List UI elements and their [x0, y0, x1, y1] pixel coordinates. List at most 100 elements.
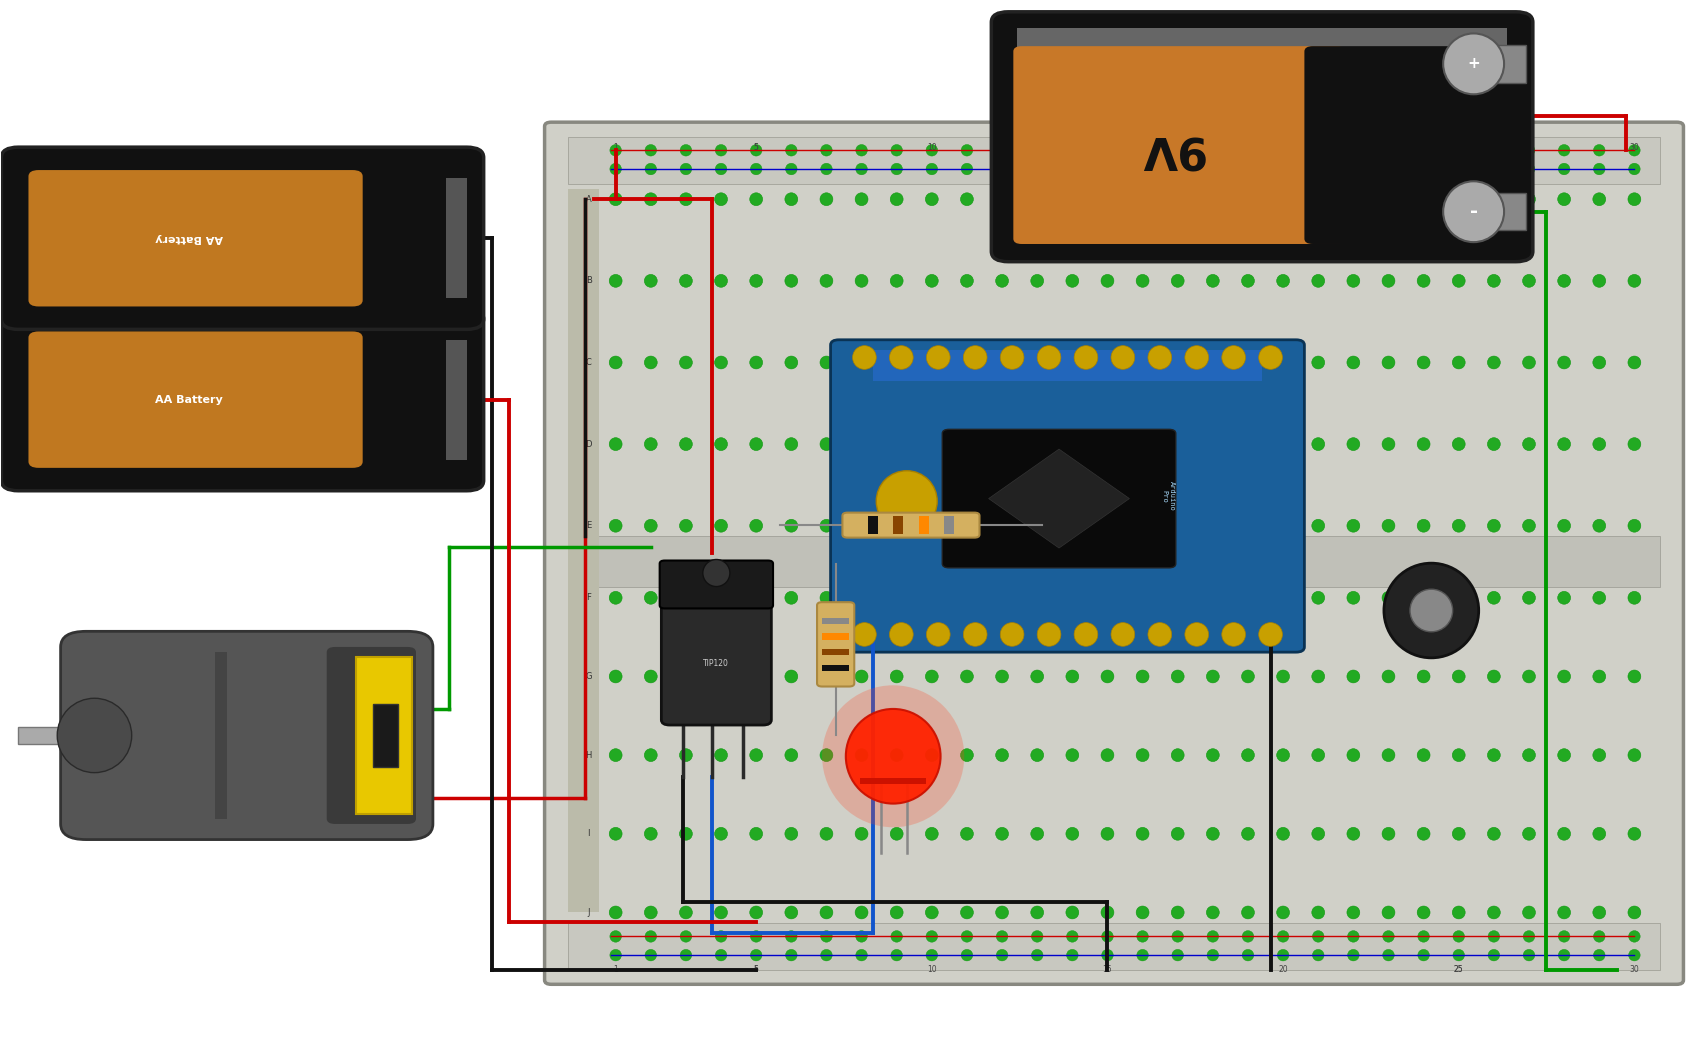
- Ellipse shape: [1381, 591, 1395, 604]
- Ellipse shape: [1522, 906, 1536, 919]
- Ellipse shape: [751, 163, 763, 174]
- Ellipse shape: [609, 193, 622, 206]
- Ellipse shape: [58, 698, 132, 773]
- Ellipse shape: [1031, 437, 1044, 451]
- Ellipse shape: [1312, 275, 1325, 287]
- Ellipse shape: [1488, 275, 1500, 287]
- Text: 5: 5: [754, 143, 759, 151]
- Ellipse shape: [749, 591, 763, 604]
- Ellipse shape: [1066, 906, 1078, 919]
- Ellipse shape: [1522, 356, 1536, 369]
- Ellipse shape: [1207, 828, 1219, 840]
- Ellipse shape: [1488, 828, 1500, 840]
- Ellipse shape: [680, 144, 692, 156]
- FancyBboxPatch shape: [992, 11, 1532, 262]
- Ellipse shape: [1137, 163, 1149, 174]
- Ellipse shape: [1488, 670, 1500, 683]
- Bar: [568, 137, 1659, 184]
- Ellipse shape: [1136, 519, 1149, 532]
- Ellipse shape: [820, 670, 832, 683]
- Ellipse shape: [1417, 930, 1429, 942]
- Ellipse shape: [961, 828, 973, 840]
- Ellipse shape: [715, 144, 727, 156]
- Ellipse shape: [995, 193, 1009, 206]
- Ellipse shape: [856, 437, 868, 451]
- Ellipse shape: [1627, 749, 1641, 761]
- Ellipse shape: [1593, 519, 1605, 532]
- Ellipse shape: [1558, 275, 1571, 287]
- Ellipse shape: [820, 906, 832, 919]
- Ellipse shape: [1417, 356, 1431, 369]
- Ellipse shape: [1276, 906, 1290, 919]
- Ellipse shape: [1417, 275, 1431, 287]
- Bar: [893, 516, 903, 535]
- Ellipse shape: [890, 906, 903, 919]
- Bar: [822, 665, 849, 671]
- Ellipse shape: [680, 670, 692, 683]
- Ellipse shape: [644, 749, 658, 761]
- Ellipse shape: [1627, 193, 1641, 206]
- Ellipse shape: [785, 670, 798, 683]
- Ellipse shape: [1627, 906, 1641, 919]
- Ellipse shape: [1136, 670, 1149, 683]
- FancyBboxPatch shape: [29, 331, 363, 468]
- Ellipse shape: [751, 144, 763, 156]
- Ellipse shape: [644, 591, 658, 604]
- Ellipse shape: [1312, 670, 1325, 683]
- Ellipse shape: [1241, 275, 1254, 287]
- Ellipse shape: [609, 749, 622, 761]
- Ellipse shape: [1522, 519, 1536, 532]
- Ellipse shape: [680, 356, 692, 369]
- Ellipse shape: [1171, 275, 1185, 287]
- Ellipse shape: [1522, 193, 1536, 206]
- Ellipse shape: [1627, 356, 1641, 369]
- Ellipse shape: [609, 437, 622, 451]
- Bar: [822, 618, 849, 624]
- Ellipse shape: [646, 163, 656, 174]
- Text: 25: 25: [1454, 143, 1463, 151]
- Ellipse shape: [1031, 356, 1044, 369]
- Ellipse shape: [1066, 828, 1078, 840]
- Ellipse shape: [680, 749, 692, 761]
- Ellipse shape: [785, 930, 797, 942]
- Ellipse shape: [995, 749, 1009, 761]
- Ellipse shape: [1276, 670, 1290, 683]
- Ellipse shape: [1102, 670, 1114, 683]
- Ellipse shape: [995, 437, 1009, 451]
- Ellipse shape: [1417, 828, 1431, 840]
- Ellipse shape: [997, 930, 1009, 942]
- Ellipse shape: [846, 709, 941, 804]
- Ellipse shape: [1207, 356, 1219, 369]
- Ellipse shape: [644, 193, 658, 206]
- Ellipse shape: [609, 828, 622, 840]
- Ellipse shape: [1558, 906, 1571, 919]
- Ellipse shape: [609, 275, 622, 287]
- Ellipse shape: [1242, 144, 1254, 156]
- Ellipse shape: [1488, 163, 1500, 174]
- Ellipse shape: [1488, 949, 1500, 960]
- Ellipse shape: [1593, 193, 1605, 206]
- Ellipse shape: [1453, 437, 1464, 451]
- Text: 5: 5: [754, 966, 759, 974]
- Ellipse shape: [1381, 828, 1395, 840]
- Ellipse shape: [644, 906, 658, 919]
- Ellipse shape: [609, 670, 622, 683]
- Ellipse shape: [1171, 930, 1183, 942]
- Ellipse shape: [1136, 275, 1149, 287]
- Ellipse shape: [1453, 275, 1464, 287]
- Ellipse shape: [1453, 591, 1464, 604]
- Ellipse shape: [785, 193, 798, 206]
- Ellipse shape: [997, 163, 1009, 174]
- Ellipse shape: [1312, 519, 1325, 532]
- Ellipse shape: [963, 346, 986, 370]
- Text: 15: 15: [1103, 966, 1112, 974]
- Ellipse shape: [1241, 591, 1254, 604]
- Ellipse shape: [1242, 930, 1254, 942]
- Ellipse shape: [1066, 749, 1078, 761]
- Ellipse shape: [1488, 519, 1500, 532]
- Ellipse shape: [715, 749, 727, 761]
- Ellipse shape: [1102, 193, 1114, 206]
- Ellipse shape: [1348, 930, 1359, 942]
- Ellipse shape: [715, 906, 727, 919]
- Ellipse shape: [1207, 437, 1219, 451]
